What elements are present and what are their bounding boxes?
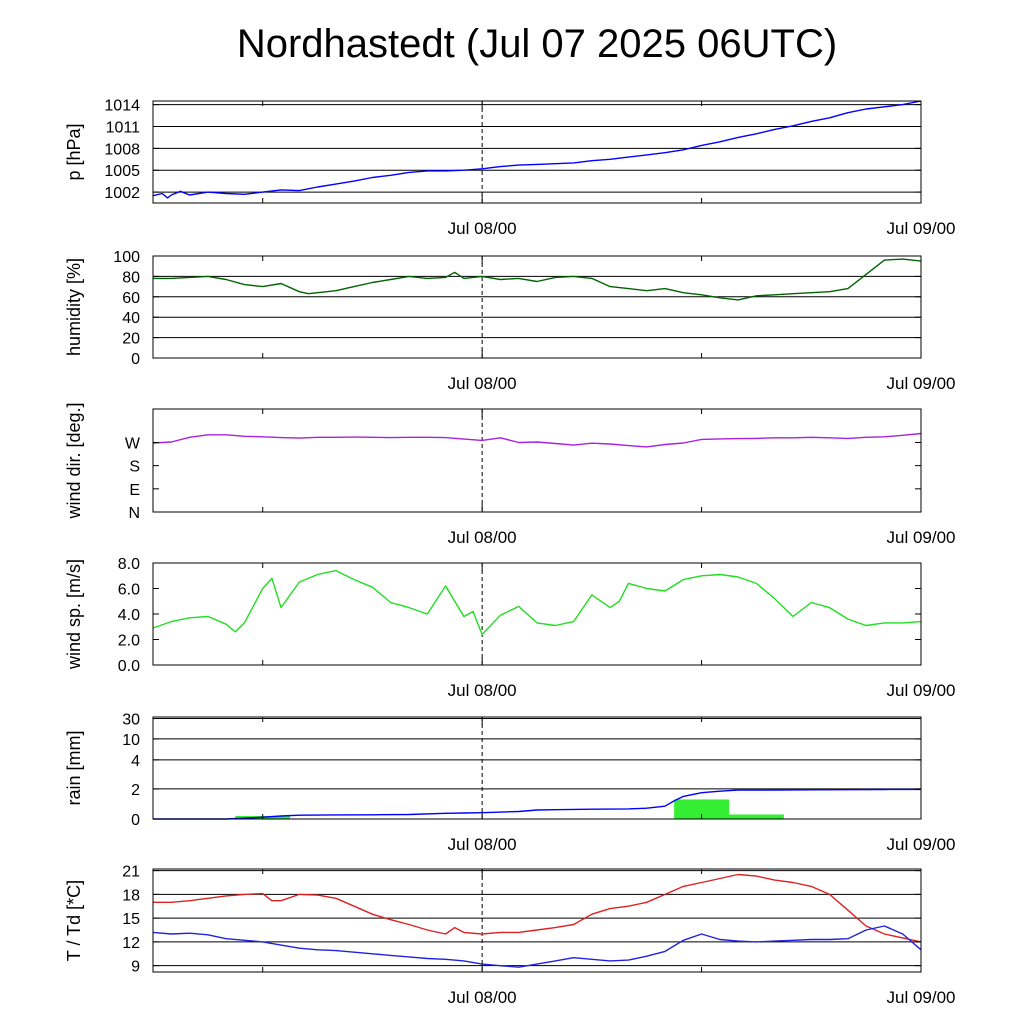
chart-title: Nordhastedt (Jul 07 2025 06UTC)	[236, 22, 838, 66]
y-axis-label: T / Td [*C]	[64, 880, 84, 961]
plot-frame	[152, 100, 922, 204]
y-tick-label: 1014	[104, 98, 140, 115]
y-axis-label: humidity [%]	[64, 258, 84, 356]
y-tick-label: 2.0	[118, 633, 140, 650]
y-axis-label: rain [mm]	[64, 730, 84, 805]
y-tick-label: 40	[122, 310, 140, 327]
plot-frame	[152, 716, 922, 820]
y-tick-label: 21	[122, 864, 140, 881]
y-tick-label: 8.0	[118, 556, 140, 573]
x-tick-label: Jul 08/00	[448, 988, 517, 1007]
y-tick-label: 1005	[104, 163, 140, 180]
y-tick-label: 1011	[106, 120, 141, 137]
rain-bar	[674, 799, 729, 819]
panel-0: 1002 1005 1008 1011 1014 Jul 08/00 Jul 09/00 p …	[64, 98, 956, 238]
x-tick-label: Jul 08/00	[448, 219, 517, 238]
y-tick-label: 20	[122, 331, 140, 348]
y-tick-label: 80	[122, 269, 140, 286]
x-tick-label: Jul 08/00	[448, 835, 517, 854]
x-tick-label: Jul 09/00	[887, 988, 956, 1007]
y-tick-label: 12	[122, 935, 140, 952]
y-tick-label: 4	[131, 753, 140, 770]
rain-bar	[729, 814, 784, 819]
series-line-0	[152, 569, 922, 636]
x-tick-label: Jul 08/00	[448, 374, 517, 393]
series-line-0	[152, 432, 922, 448]
x-tick-label: Jul 09/00	[887, 374, 956, 393]
y-axis-label: wind sp. [m/s]	[64, 559, 84, 670]
y-tick-label: 100	[113, 249, 140, 266]
y-tick-label: N	[128, 505, 140, 522]
y-tick-label: 2	[131, 782, 140, 799]
y-tick-label: 15	[122, 911, 140, 928]
x-tick-label: Jul 09/00	[887, 835, 956, 854]
y-tick-label: 1002	[104, 185, 140, 202]
panel-3: 0.0 2.0 4.0 6.0 8.0 Jul 08/00 Jul 09/00 wind sp…	[64, 556, 956, 700]
series-line-0	[153, 788, 922, 820]
x-tick-label: Jul 08/00	[448, 681, 517, 700]
plot-frame	[152, 408, 922, 513]
y-tick-label: 1008	[104, 141, 140, 158]
y-tick-label: 0.0	[118, 658, 140, 675]
y-tick-label: 60	[122, 290, 140, 307]
y-tick-label: 30	[122, 712, 140, 729]
y-tick-label: 0	[131, 351, 140, 368]
series-line-0	[153, 258, 922, 301]
series-line-1	[152, 925, 922, 968]
y-axis-label: wind dir. [deg.]	[64, 402, 84, 519]
panel-5: 9 12 15 18 21 Jul 08/00 Jul 09/00 T / Td [*C]	[64, 864, 956, 1007]
plot-frame	[152, 868, 922, 973]
y-tick-label: 9	[131, 959, 140, 976]
y-tick-label: 0	[131, 812, 140, 829]
panel-4: 0 2 4 10 30 Jul 08/00 Jul 09/00 rain [mm]	[64, 712, 956, 854]
y-tick-label: E	[129, 482, 140, 499]
y-axis-label: p [hPa]	[64, 123, 84, 180]
y-tick-label: W	[125, 435, 141, 452]
y-tick-label: 6.0	[118, 582, 140, 599]
series-line-0	[152, 100, 922, 199]
panel-1: 0 20 40 60 80 100 Jul 08/00 Jul 09/00 humidity […	[64, 249, 956, 393]
plot-frame	[152, 255, 922, 359]
y-tick-label: 10	[122, 732, 140, 749]
x-tick-label: Jul 09/00	[887, 528, 956, 547]
y-tick-label: S	[129, 459, 140, 476]
plot-frame	[152, 562, 922, 666]
y-tick-label: 4.0	[118, 607, 140, 624]
series-line-0	[153, 873, 922, 943]
x-tick-label: Jul 09/00	[887, 681, 956, 700]
y-tick-label: 18	[122, 887, 140, 904]
x-tick-label: Jul 09/00	[887, 219, 956, 238]
x-tick-label: Jul 08/00	[448, 528, 517, 547]
